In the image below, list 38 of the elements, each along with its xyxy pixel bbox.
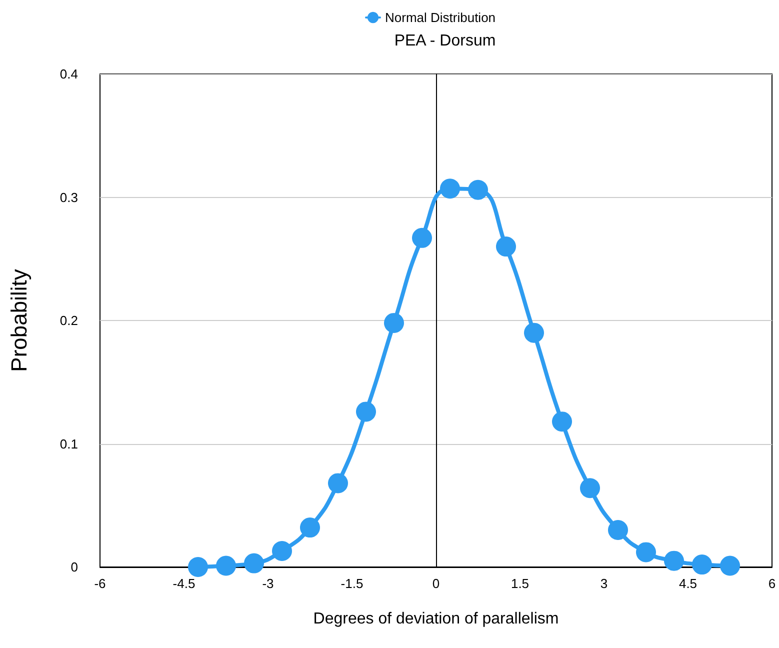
point	[412, 228, 432, 248]
point	[440, 178, 460, 199]
point	[636, 542, 656, 562]
x-tick-label: -1.5	[340, 576, 364, 591]
y-tick-label: 0.1	[60, 436, 78, 452]
y-tick-label: 0.2	[60, 313, 78, 328]
point	[216, 556, 236, 576]
x-tick-label: 4.5	[678, 576, 698, 591]
point	[328, 473, 348, 494]
point	[272, 540, 292, 561]
x-tick-label: 3	[600, 576, 608, 591]
chart-title: PEA - Dorsum	[394, 32, 496, 50]
y-tick-label: 0.3	[60, 190, 78, 205]
x-tick-label: -3	[262, 576, 274, 591]
point	[468, 180, 488, 200]
point	[524, 322, 544, 343]
point	[552, 412, 572, 432]
y-axis-title: Probability	[6, 269, 32, 372]
x-axis-title: Degrees of deviation of parallelism	[313, 610, 559, 628]
legend-label: Normal Distribution	[385, 10, 496, 25]
point	[188, 557, 208, 577]
x-tick-label: 6	[768, 576, 776, 591]
point	[300, 518, 320, 538]
point	[244, 553, 264, 574]
point	[580, 478, 600, 498]
point	[496, 236, 516, 257]
y-tick-label: 0.4	[60, 66, 78, 82]
point	[692, 554, 712, 575]
point	[664, 550, 684, 571]
x-tick-label: -6	[94, 576, 106, 591]
point	[356, 402, 376, 422]
x-tick-label: 0	[432, 576, 440, 591]
point	[608, 520, 628, 540]
y-tick-label: 0	[70, 560, 78, 574]
x-tick-label: 1.5	[510, 576, 530, 591]
point	[384, 312, 404, 333]
point	[720, 556, 740, 576]
x-tick-label: -4.5	[172, 576, 196, 591]
